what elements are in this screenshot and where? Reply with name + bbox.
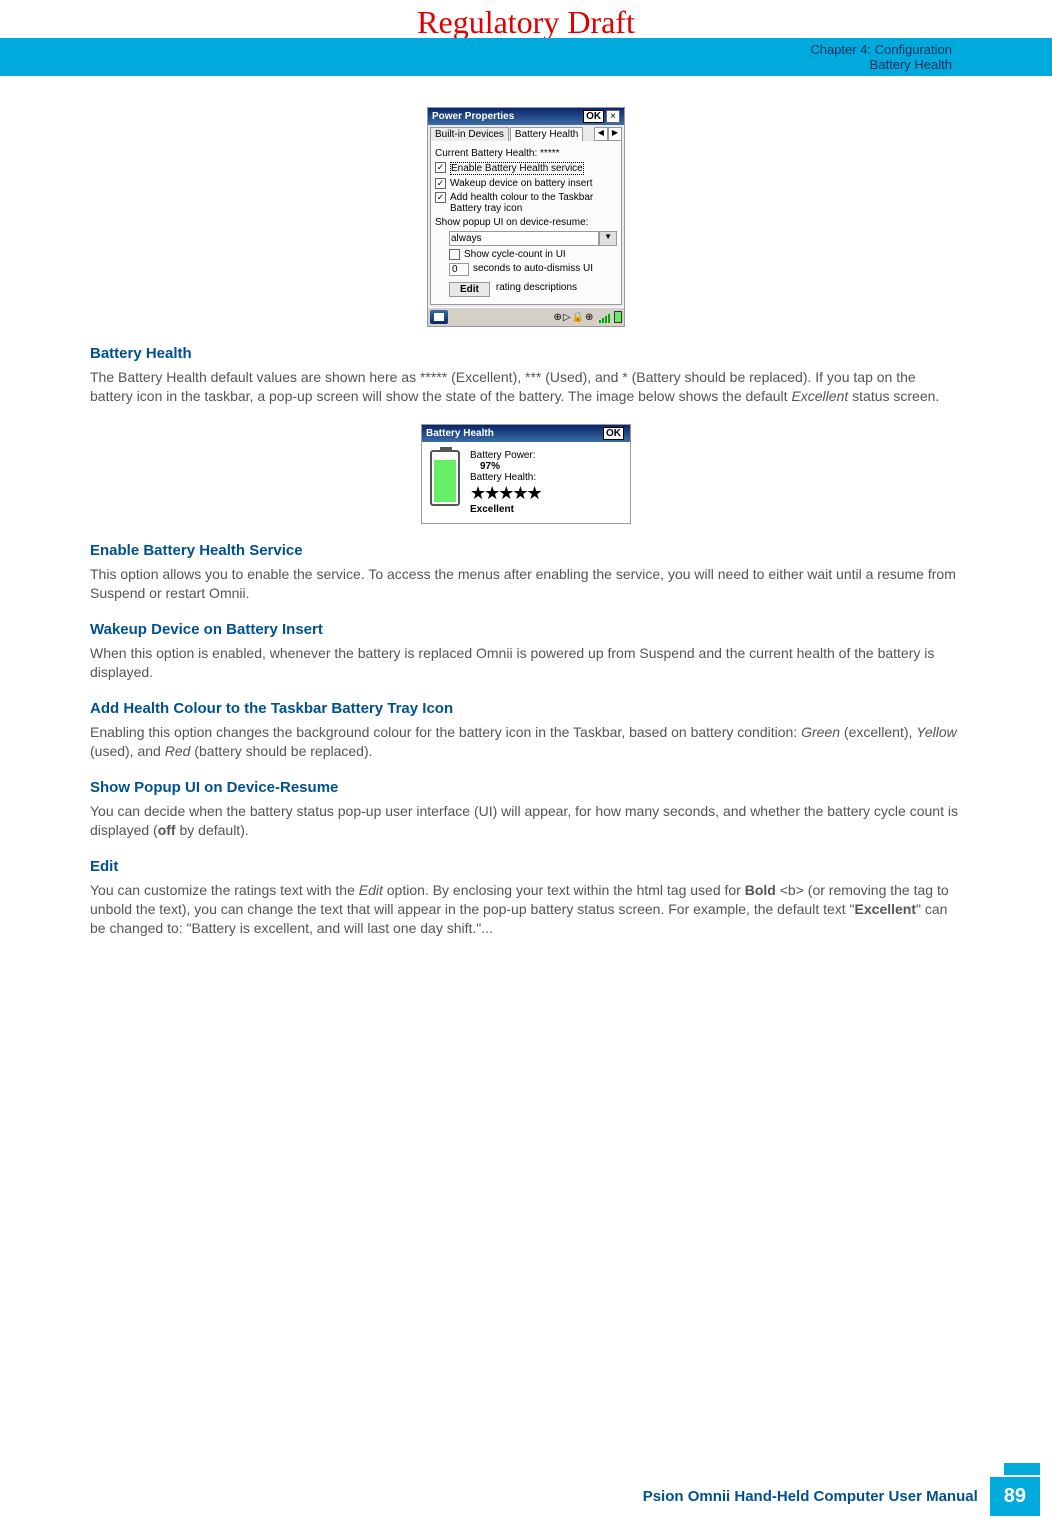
taskbar: ⊕▷🔒⊕ [428,307,624,326]
para-battery-health: The Battery Health default values are sh… [90,368,962,406]
wakeup-checkbox[interactable] [435,178,446,189]
popup-titlebar: Battery Health OK [422,425,630,442]
window-body: Current Battery Health: ***** Enable Bat… [430,141,622,305]
tab-strip: Built-in Devices Battery Health ◀ ▶ [428,125,624,141]
power-properties-window: Power Properties OK × Built-in Devices B… [427,107,625,327]
popup-title: Battery Health [426,428,603,439]
close-button[interactable]: × [606,110,620,123]
battery-icon [430,450,460,506]
system-tray: ⊕▷🔒⊕ [554,311,623,323]
popup-dropdown[interactable] [449,231,599,246]
heading-enable-service: Enable Battery Health Service [90,542,962,559]
para-colour: Enabling this option changes the backgro… [90,723,962,761]
star-rating: ★★★★★ [470,483,541,504]
edit-label: rating descriptions [496,282,577,293]
tab-right-icon[interactable]: ▶ [608,127,622,141]
footer-text: Psion Omnii Hand-Held Computer User Manu… [643,1488,978,1505]
para-wakeup: When this option is enabled, whenever th… [90,644,962,682]
page-accent [1004,1463,1040,1475]
page-content: Power Properties OK × Built-in Devices B… [90,92,962,956]
enable-service-checkbox[interactable] [435,162,446,173]
page-footer: Psion Omnii Hand-Held Computer User Manu… [0,1477,1052,1516]
colour-label: Add health colour to the Taskbar Battery… [450,192,617,214]
cycle-checkbox[interactable] [449,249,460,260]
tab-scroll: ◀ ▶ [594,127,622,141]
seconds-input[interactable]: 0 [449,263,469,276]
para-edit: You can customize the ratings text with … [90,881,962,938]
tray-icon: ⊕ [585,312,594,323]
wakeup-label: Wakeup device on battery insert [450,178,592,189]
window-title: Power Properties [432,111,583,122]
battery-health-popup: Battery Health OK Battery Power: 97% Bat… [421,424,631,524]
tab-builtin[interactable]: Built-in Devices [430,127,509,141]
heading-colour: Add Health Colour to the Taskbar Battery… [90,700,962,717]
signal-icon [598,312,610,323]
popup-ok-button[interactable]: OK [603,427,624,440]
heading-battery-health: Battery Health [90,345,962,362]
ok-button[interactable]: OK [583,110,604,123]
para-enable-service: This option allows you to enable the ser… [90,565,962,603]
battery-tray-icon [614,311,622,323]
titlebar: Power Properties OK × [428,108,624,125]
current-health-label: Current Battery Health: ***** [435,148,617,159]
windows-icon [434,313,444,321]
edit-button[interactable]: Edit [449,282,490,297]
tray-icon: ⊕ [554,312,563,323]
header-text: Chapter 4: ConfigurationBattery Health [810,42,952,72]
heading-edit: Edit [90,858,962,875]
dropdown-arrow-icon[interactable]: ▼ [599,231,617,246]
heading-wakeup: Wakeup Device on Battery Insert [90,621,962,638]
page-number: 89 [990,1477,1040,1516]
para-popup: You can decide when the battery status p… [90,802,962,840]
rating-text: Excellent [470,504,541,515]
popup-label: Show popup UI on device-resume: [435,217,617,228]
colour-checkbox[interactable] [435,192,446,203]
draft-watermark: Regulatory Draft [0,4,1052,41]
header-bar: Chapter 4: ConfigurationBattery Health [0,38,1052,76]
tray-icon: 🔒 [572,312,585,323]
enable-service-label: Enable Battery Health service [450,162,584,175]
seconds-label: seconds to auto-dismiss UI [473,263,593,274]
tray-icon: ▷ [563,312,572,323]
heading-popup: Show Popup UI on Device-Resume [90,779,962,796]
tab-battery-health[interactable]: Battery Health [510,127,583,141]
start-button[interactable] [430,310,448,324]
battery-percent: 97% [470,461,541,472]
tab-left-icon[interactable]: ◀ [594,127,608,141]
cycle-label: Show cycle-count in UI [464,249,566,260]
battery-info: Battery Power: 97% Battery Health: ★★★★★… [470,450,541,515]
